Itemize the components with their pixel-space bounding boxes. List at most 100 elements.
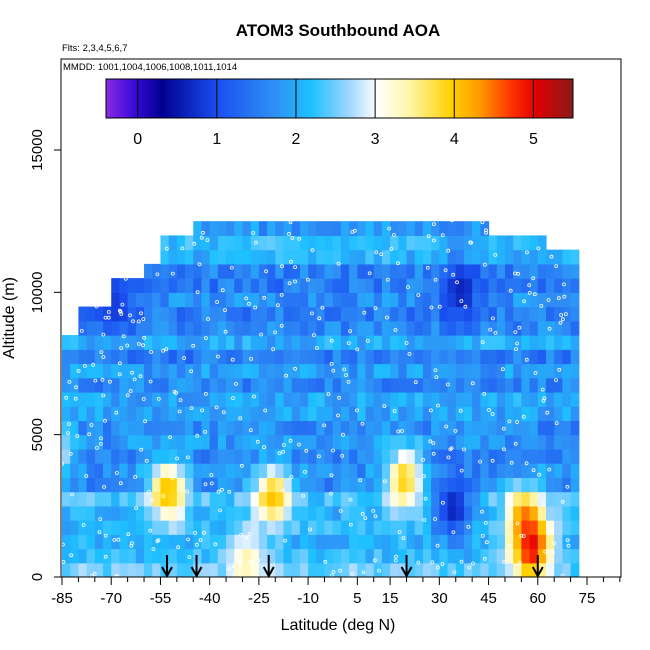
sample-point [164, 246, 169, 251]
heatmap-cell [340, 235, 350, 251]
heatmap-cell [299, 448, 309, 464]
heatmap-cell [340, 249, 350, 265]
heatmap-cell [373, 221, 383, 236]
heatmap-cell [455, 420, 465, 436]
sample-point [524, 357, 529, 362]
heatmap-cell [209, 520, 219, 535]
heatmap-cell [242, 548, 252, 564]
heatmap-cell [176, 406, 186, 422]
heatmap-cell [234, 505, 244, 521]
heatmap-cell [332, 534, 342, 550]
heatmap-cell [455, 505, 465, 521]
sample-point [68, 451, 73, 456]
sample-point [426, 234, 431, 239]
heatmap-cell [70, 562, 79, 577]
heatmap-cell [332, 562, 342, 577]
heatmap-cell [545, 263, 555, 279]
sample-point [462, 447, 466, 452]
heatmap-cell [193, 477, 203, 493]
heatmap-cell [406, 335, 416, 350]
heatmap-cell [488, 391, 498, 407]
sample-point [487, 408, 491, 412]
sample-point [303, 469, 307, 474]
heatmap-cell [381, 377, 391, 393]
sample-point [293, 265, 298, 270]
heatmap-cell [193, 420, 203, 436]
heatmap-cell [62, 349, 71, 365]
y-tick-label: 15000 [29, 129, 46, 171]
heatmap-cell [176, 562, 186, 577]
heatmap-cell [226, 391, 235, 407]
heatmap-cell [357, 420, 367, 436]
sample-point [215, 300, 220, 304]
heatmap-cell [209, 363, 219, 379]
sample-point [281, 488, 285, 493]
heatmap-cell [185, 263, 194, 279]
heatmap-cell [103, 548, 112, 564]
heatmap-cell [185, 463, 194, 478]
heatmap-cell [267, 278, 276, 293]
heatmap-cell [463, 505, 473, 521]
heatmap-cell [152, 562, 162, 577]
heatmap-cell [119, 548, 129, 564]
heatmap-cell [168, 391, 178, 407]
sample-point [156, 538, 161, 542]
heatmap-cell [308, 235, 317, 251]
heatmap-cell [185, 349, 194, 365]
sample-point [147, 490, 151, 494]
heatmap-cell [414, 562, 424, 577]
heatmap-cell [283, 406, 293, 422]
heatmap-cell [529, 349, 539, 365]
sample-point [482, 262, 487, 267]
heatmap-cell [94, 505, 104, 521]
sample-point [121, 334, 126, 339]
sample-point [115, 471, 119, 475]
heatmap-cell [332, 520, 342, 535]
heatmap-cell [414, 548, 424, 564]
heatmap-cell [357, 406, 367, 422]
heatmap-cell [86, 562, 96, 577]
heatmap-cell [226, 320, 235, 336]
heatmap-cell [472, 292, 481, 308]
heatmap-cell [324, 221, 334, 236]
sample-point [193, 531, 198, 535]
sample-point [446, 455, 451, 460]
heatmap-cell [381, 520, 391, 535]
heatmap-cell [135, 292, 145, 308]
heatmap-cell [406, 491, 416, 507]
heatmap-cell [324, 463, 334, 478]
heatmap-cell [168, 406, 178, 422]
heatmap-cell [480, 249, 490, 265]
heatmap-cell [422, 534, 432, 550]
heatmap-cell [185, 235, 194, 251]
heatmap-cell [488, 320, 498, 336]
heatmap-cell [135, 448, 145, 464]
sample-point [430, 560, 435, 565]
heatmap-cell [226, 520, 235, 535]
sample-point [149, 497, 154, 502]
heatmap-cell [488, 434, 498, 450]
heatmap-cell [111, 520, 121, 535]
sample-point [102, 484, 106, 489]
sample-point [141, 317, 146, 322]
sample-point [262, 445, 266, 450]
heatmap-cell [562, 320, 572, 336]
sample-point [320, 305, 325, 310]
sample-point [431, 441, 436, 446]
heatmap-cell [447, 463, 457, 478]
heatmap-cell [529, 377, 539, 393]
sample-point [118, 481, 123, 486]
sample-point [310, 248, 315, 253]
heatmap-cell [529, 278, 539, 293]
sample-point [314, 346, 319, 350]
heatmap-cell [275, 235, 285, 251]
heatmap-cell [349, 534, 358, 550]
heatmap-cell [62, 363, 71, 379]
sample-point [239, 533, 244, 537]
heatmap-cell [267, 292, 276, 308]
heatmap-cell [373, 548, 383, 564]
heatmap-cell [373, 505, 383, 521]
heatmap-cell [70, 420, 79, 436]
heatmap-cell [250, 534, 260, 550]
heatmap-cell [504, 377, 514, 393]
